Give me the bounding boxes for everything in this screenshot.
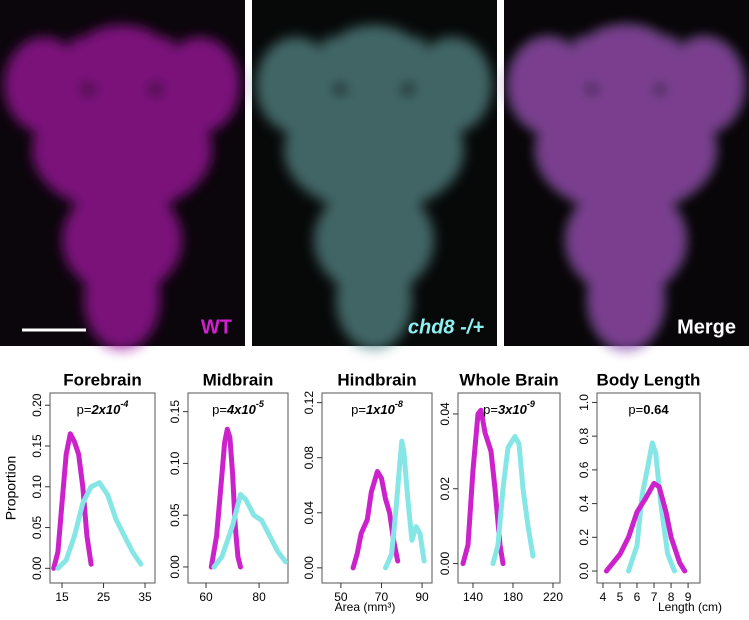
y-tick-label: 0.00 — [438, 552, 452, 576]
chart-title: Whole Brain — [459, 370, 558, 389]
chart-title: Forebrain — [63, 370, 141, 389]
image-wt — [0, 0, 245, 350]
y-axis-label: Proportion — [3, 456, 19, 521]
p-prefix: p= — [628, 402, 643, 417]
p-base: 1x10 — [366, 402, 396, 417]
x-axis-label: Area (mm³) — [335, 600, 396, 614]
y-tick-label: 1.0 — [577, 394, 591, 411]
y-tick-label: 0.00 — [30, 556, 44, 580]
p-value: p=2x10-4 — [77, 399, 129, 417]
x-tick-label: 6 — [634, 590, 641, 604]
p-value: p=0.64 — [628, 402, 669, 417]
image-label: chd8 -/+ — [408, 316, 484, 338]
x-tick-label: 80 — [252, 590, 266, 604]
p-prefix: p= — [351, 402, 366, 417]
x-axis-label: Length (cm) — [658, 600, 722, 614]
image-label: Merge — [677, 316, 736, 338]
x-tick-label: 35 — [138, 590, 152, 604]
y-tick-label: 0.04 — [302, 501, 316, 525]
p-base: 0.64 — [643, 402, 669, 417]
x-tick-label: 5 — [617, 590, 624, 604]
y-tick-label: 0.4 — [577, 495, 591, 512]
x-tick-label: 4 — [600, 590, 607, 604]
density-line — [383, 438, 427, 571]
plot-frame — [321, 392, 433, 584]
y-tick-label: 0.12 — [302, 391, 316, 415]
plot-frame — [596, 392, 701, 584]
p-exp: -4 — [120, 399, 128, 409]
plot-frame — [457, 392, 561, 584]
p-value: p=4x10-5 — [212, 399, 265, 417]
y-tick-label: 0.05 — [168, 503, 182, 527]
density-line — [51, 431, 94, 571]
y-tick-label: 0.15 — [30, 434, 44, 458]
y-tick-label: 0.04 — [438, 402, 452, 426]
y-tick-label: 0.0 — [577, 562, 591, 579]
x-tick-label: 50 — [334, 590, 348, 604]
density-line — [603, 480, 688, 574]
image-merge — [504, 0, 749, 350]
chart-title: Hindbrain — [337, 370, 416, 389]
p-value: p=3x10-9 — [483, 399, 535, 417]
y-tick-label: 0.8 — [577, 427, 591, 444]
image-chd8 — [252, 0, 497, 350]
x-tick-label: 90 — [415, 590, 429, 604]
density-line — [211, 492, 289, 570]
x-tick-label: 9 — [685, 590, 692, 604]
p-base: 3x10 — [498, 402, 528, 417]
y-tick-label: 0.10 — [30, 475, 44, 499]
density-line — [626, 440, 677, 574]
plot-frame — [49, 392, 156, 584]
y-tick-label: 0.08 — [302, 446, 316, 470]
p-base: 2x10 — [90, 402, 121, 417]
y-tick-label: 0.6 — [577, 461, 591, 478]
density-line — [55, 480, 144, 571]
x-tick-label: 220 — [543, 590, 563, 604]
y-tick-label: 0.10 — [168, 451, 182, 475]
x-tick-label: 15 — [55, 590, 69, 604]
y-tick-label: 0.02 — [438, 477, 452, 501]
p-prefix: p= — [212, 402, 227, 417]
x-tick-label: 70 — [375, 590, 389, 604]
x-tick-label: 25 — [97, 590, 111, 604]
y-tick-label: 0.15 — [168, 400, 182, 424]
y-tick-label: 0.20 — [30, 393, 44, 417]
p-exp: -9 — [527, 399, 535, 409]
density-line — [208, 426, 243, 570]
p-exp: -8 — [395, 399, 403, 409]
x-tick-label: 7 — [651, 590, 658, 604]
p-value: p=1x10-8 — [351, 399, 403, 417]
chart-title: Midbrain — [203, 370, 274, 389]
x-tick-label: 180 — [503, 590, 523, 604]
p-base: 4x10 — [226, 402, 257, 417]
y-tick-label: 0.05 — [30, 516, 44, 540]
density-line — [460, 407, 506, 567]
x-tick-label: 140 — [463, 590, 483, 604]
x-tick-label: 60 — [199, 590, 213, 604]
y-tick-label: 0.00 — [302, 556, 316, 580]
x-tick-label: 8 — [668, 590, 675, 604]
y-tick-label: 0.00 — [168, 555, 182, 579]
p-prefix: p= — [77, 402, 92, 417]
p-exp: -5 — [256, 399, 265, 409]
y-tick-label: 0.2 — [577, 529, 591, 546]
plot-frame — [187, 392, 289, 584]
p-prefix: p= — [483, 402, 498, 417]
density-line — [490, 433, 536, 567]
chart-title: Body Length — [597, 370, 701, 389]
image-label: WT — [201, 316, 232, 338]
density-line — [350, 469, 401, 571]
